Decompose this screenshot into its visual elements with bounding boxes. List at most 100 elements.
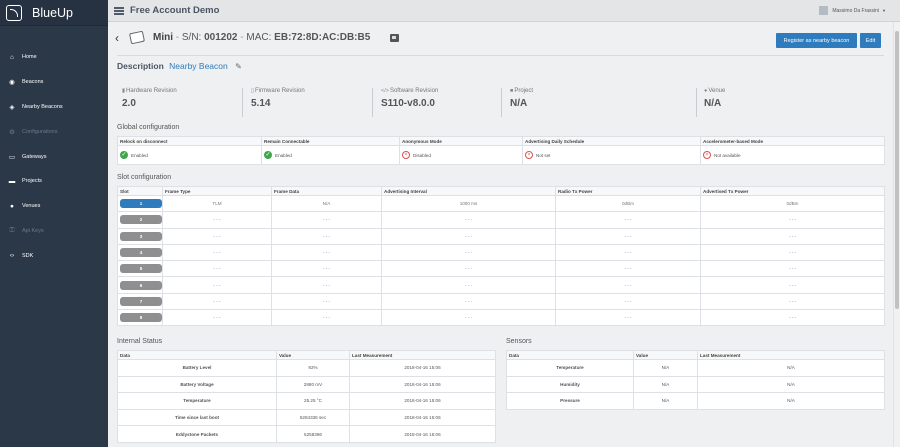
table-cell: - - - bbox=[381, 309, 556, 327]
table-cell: N/A bbox=[271, 194, 382, 213]
table-row: 1 TLM N/A 1000 ms 0dBm 0dBm bbox=[117, 194, 885, 213]
table-cell: - - - bbox=[381, 211, 556, 229]
column-header: Frame Type bbox=[162, 186, 272, 196]
brand[interactable]: BlueUp bbox=[0, 0, 108, 26]
column-header: Value bbox=[633, 350, 698, 360]
column-header: Radio Tx Power bbox=[555, 186, 701, 196]
table-cell: - - - bbox=[381, 243, 556, 262]
table-cell: - - - bbox=[162, 211, 272, 229]
sidebar-item-label: Nearby Beacons bbox=[22, 103, 63, 110]
table-cell: - - - bbox=[700, 260, 885, 278]
sidebar-item-gateways[interactable]: ▭ Gateways bbox=[0, 144, 108, 169]
table-cell: Battery Level bbox=[117, 359, 277, 377]
table-cell: - - - bbox=[162, 309, 272, 327]
table-cell: 1000 ms bbox=[381, 194, 556, 213]
info-value: N/A bbox=[510, 98, 528, 109]
user-menu[interactable]: Massimo Da Frassini ▼ bbox=[819, 6, 886, 15]
table-cell: - - - bbox=[555, 309, 701, 327]
status-text: Not set bbox=[536, 152, 551, 158]
column-header: Advertised Tx Power bbox=[700, 186, 885, 196]
sidebar-item-api-keys[interactable]: ⚿ Api Keys bbox=[0, 219, 108, 244]
caret-down-icon: ▼ bbox=[882, 8, 886, 13]
sidebar-item-beacons[interactable]: ◉ Beacons bbox=[0, 70, 108, 95]
description-value: Nearby Beacon bbox=[169, 61, 228, 71]
sidebar-item-venues[interactable]: ● Venues bbox=[0, 194, 108, 219]
edit-button[interactable]: Edit bbox=[860, 33, 881, 48]
device-title: Mini - S/N: 001202 - MAC: EB:72:8D:AC:DB… bbox=[153, 32, 371, 43]
sidebar: BlueUp ⌂ Home ◉ Beacons ◈ Nearby Beacons ⚙ Conf… bbox=[0, 0, 108, 447]
hardware-revision: ▮Hardware Revision 2.0 bbox=[122, 88, 177, 109]
table-cell: TLM bbox=[162, 194, 272, 213]
map-marker-icon: ● bbox=[10, 202, 14, 210]
table-cell: - - - bbox=[381, 260, 556, 278]
sidebar-item-home[interactable]: ⌂ Home bbox=[0, 45, 108, 70]
table-cell: 5258386 bbox=[276, 425, 350, 443]
status-text: Enabled bbox=[131, 152, 148, 158]
sidebar-item-label: Api Keys bbox=[22, 227, 44, 234]
register-nearby-button[interactable]: Register as nearby beacon bbox=[776, 33, 857, 48]
menu-toggle-icon[interactable] bbox=[114, 6, 124, 15]
beacon-icon: ◉ bbox=[9, 79, 15, 87]
key-icon: ⚿ bbox=[9, 226, 15, 234]
table-cell: - - - bbox=[162, 260, 272, 278]
info-value: 5.14 bbox=[251, 98, 271, 109]
column-header: Last Measurement bbox=[697, 350, 885, 360]
memory-icon: ▮ bbox=[122, 88, 126, 94]
table-cell: Temperature bbox=[117, 392, 277, 410]
table-cell: - - - bbox=[271, 211, 382, 229]
scrollbar-thumb[interactable] bbox=[895, 31, 899, 309]
slot-button[interactable]: 7 bbox=[120, 296, 162, 306]
table-cell: - - - bbox=[271, 309, 382, 327]
sidebar-item-nearby-beacons[interactable]: ◈ Nearby Beacons bbox=[0, 95, 108, 120]
status-text: Enabled bbox=[275, 152, 292, 158]
scrollbar[interactable] bbox=[893, 22, 900, 447]
status-text: Not available bbox=[714, 152, 741, 158]
table-cell: 0dBm bbox=[700, 194, 885, 213]
status-text: Disabled bbox=[413, 152, 431, 158]
table-cell: 2018-04-16 15:06 bbox=[349, 408, 496, 427]
sensors-table: Data Value Last Measurement Temperature N/A… bbox=[506, 350, 885, 410]
firmware-revision: ▯Firmware Revision 5.14 bbox=[251, 88, 305, 109]
global-config-title: Global configuration bbox=[117, 124, 180, 131]
qr-code-icon[interactable] bbox=[390, 34, 399, 42]
column-header: Relock on disconnect bbox=[117, 136, 262, 146]
column-header: Slot bbox=[117, 186, 163, 196]
table-cell: - - - bbox=[271, 292, 382, 311]
mac-label: MAC: bbox=[246, 32, 272, 43]
slot-button[interactable]: 1 bbox=[120, 199, 162, 209]
sidebar-item-sdk[interactable]: ‹› SDK bbox=[0, 243, 108, 268]
table-row: Temperature N/A N/A bbox=[506, 359, 885, 377]
slot-button[interactable]: 5 bbox=[120, 264, 162, 274]
slot-cell: 2 bbox=[117, 211, 163, 229]
table-cell: N/A bbox=[697, 359, 885, 377]
table-cell: - - - bbox=[162, 243, 272, 262]
description: Description Nearby Beacon ✎ bbox=[117, 61, 242, 71]
column-header: Remain Connectable bbox=[261, 136, 400, 146]
column-header: Frame Data bbox=[271, 186, 382, 196]
table-cell: N/A bbox=[633, 375, 698, 394]
info-label: Firmware Revision bbox=[255, 88, 305, 94]
table-row: 5- - -- - -- - -- - -- - - bbox=[117, 260, 885, 278]
slot-cell: 7 bbox=[117, 292, 163, 311]
sidebar-item-projects[interactable]: ▬ Projects bbox=[0, 169, 108, 194]
folder-icon: ▬ bbox=[8, 177, 16, 185]
sidebar-item-label: Gateways bbox=[22, 153, 47, 160]
slot-button[interactable]: 8 bbox=[120, 313, 162, 323]
slot-button[interactable]: 4 bbox=[120, 248, 162, 258]
sidebar-item-configurations[interactable]: ⚙ Configurations bbox=[0, 119, 108, 144]
internal-status-table: Data Value Last Measurement Battery Level 9… bbox=[117, 350, 496, 443]
home-icon: ⌂ bbox=[10, 53, 14, 61]
table-cell: Temperature bbox=[506, 359, 634, 377]
slot-button[interactable]: 2 bbox=[120, 215, 162, 225]
beacon-device-icon bbox=[129, 30, 145, 45]
slot-button[interactable]: 3 bbox=[120, 231, 162, 241]
back-arrow-icon[interactable]: ‹ bbox=[115, 31, 119, 45]
info-label: Venue bbox=[708, 88, 726, 94]
pencil-icon[interactable]: ✎ bbox=[235, 62, 242, 71]
slot-cell: 6 bbox=[117, 276, 163, 294]
table-row: Battery Voltage 2880 mV 2018-04-16 15:06 bbox=[117, 375, 496, 394]
column-header: Advertising Interval bbox=[381, 186, 556, 196]
sensors-title: Sensors bbox=[506, 338, 532, 345]
main-content: ‹ Mini - S/N: 001202 - MAC: EB:72:8D:AC:… bbox=[108, 22, 893, 447]
slot-button[interactable]: 6 bbox=[120, 280, 162, 290]
